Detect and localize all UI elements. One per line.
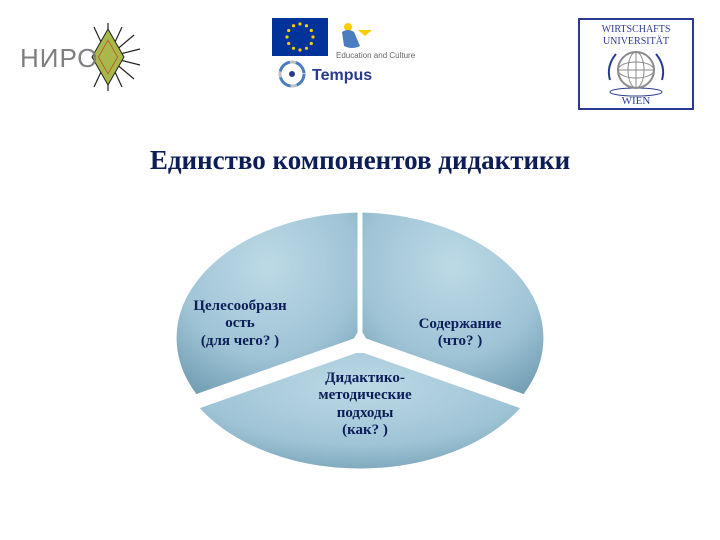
svg-text:WIRTSCHAFTS: WIRTSCHAFTS bbox=[602, 24, 671, 35]
wu-wien-logo: WIRTSCHAFTS UNIVERSITÄT WIEN bbox=[578, 18, 694, 110]
niro-text: НИРО bbox=[20, 43, 98, 74]
header-logos: НИРО bbox=[0, 10, 720, 110]
tempus-logo: Tempus bbox=[278, 60, 428, 100]
niro-logo: НИРО bbox=[20, 15, 150, 105]
label-content: Содержание(что? ) bbox=[390, 316, 530, 351]
eu-edu-logo: Education and Culture bbox=[272, 18, 432, 60]
didactics-pie-chart: Целесообразность(для чего? ) Содержание(… bbox=[150, 200, 570, 500]
edu-culture-label: Education and Culture bbox=[336, 51, 416, 60]
page-title: Единство компонентов дидактики bbox=[0, 145, 720, 176]
svg-text:WIEN: WIEN bbox=[622, 95, 651, 107]
label-methods: Дидактико-методическиеподходы(как? ) bbox=[280, 370, 450, 439]
label-purpose: Целесообразность(для чего? ) bbox=[165, 298, 315, 350]
tempus-label: Tempus bbox=[312, 67, 372, 84]
svg-text:UNIVERSITÄT: UNIVERSITÄT bbox=[603, 35, 669, 47]
